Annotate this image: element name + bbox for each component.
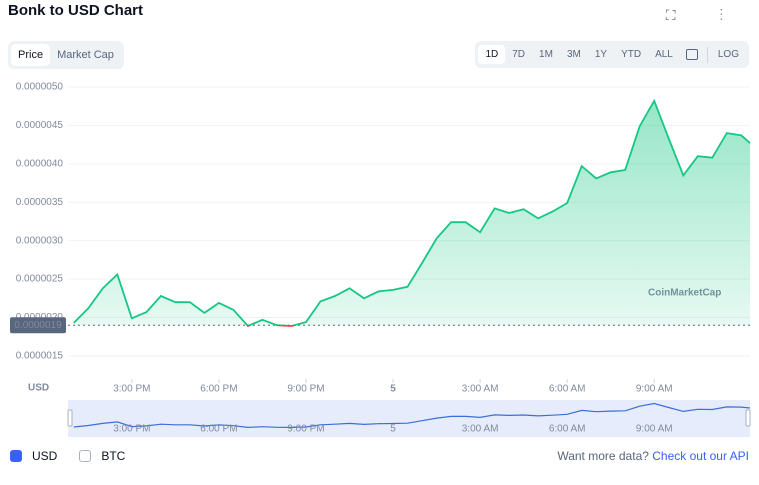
- reference-label-box: [10, 317, 66, 334]
- y-tick-label: 0.0000040: [16, 158, 64, 169]
- toolbar-icons[interactable]: ⛶ ⋮: [665, 7, 743, 23]
- navigator-tick-label: 3:00 PM: [113, 424, 150, 435]
- range-button[interactable]: YTD: [621, 49, 642, 60]
- footer: Want more data? Check out our API: [557, 449, 749, 463]
- api-link[interactable]: Check out our API: [652, 449, 749, 463]
- price-line: [73, 98, 751, 326]
- x-tick-label: 3:00 AM: [462, 384, 499, 395]
- range-buttons: 1D 7D 1M 3M 1Y YTD ALL LOG: [475, 41, 749, 68]
- y-tick-label: 0.0000015: [16, 351, 64, 362]
- range-button[interactable]: 1Y: [594, 49, 608, 60]
- price-area: [73, 100, 750, 326]
- range-button[interactable]: 1D: [478, 45, 506, 64]
- x-tick-label: 6:00 AM: [549, 384, 586, 395]
- navigator-handle: [745, 409, 751, 427]
- range-button[interactable]: 7D: [512, 49, 526, 60]
- y-tick-label: 0.0000025: [16, 274, 64, 285]
- checkbox[interactable]: [10, 450, 22, 462]
- currency-checkboxes: USD BTC: [10, 449, 147, 463]
- separator: [706, 46, 708, 63]
- range-button[interactable]: 1M: [539, 49, 553, 60]
- reference-label: 0.0000019: [14, 320, 62, 331]
- y-tick-label: 0.0000050: [16, 82, 64, 93]
- x-tick-label: 9:00 PM: [287, 384, 324, 395]
- metric-tab[interactable]: Price: [11, 44, 51, 66]
- navigator-tick-label: 5: [390, 424, 396, 435]
- x-tick-label: 5: [390, 384, 396, 395]
- navigator-tick-label: 9:00 AM: [636, 424, 673, 435]
- navigator-handle: [67, 409, 73, 427]
- log-button[interactable]: LOG: [717, 49, 739, 60]
- metric-tabs: Price Market Cap: [8, 41, 124, 69]
- metric-tab[interactable]: Market Cap: [57, 49, 114, 61]
- navigator-line: [73, 402, 751, 429]
- navigator-tick-label: 3:00 AM: [462, 424, 499, 435]
- x-tick-label: 6:00 PM: [200, 384, 237, 395]
- calendar-button[interactable]: [685, 49, 698, 60]
- range-button[interactable]: 3M: [566, 49, 581, 60]
- y-tick-label: 0.0000030: [16, 235, 64, 246]
- checkbox-label: USD: [32, 449, 58, 463]
- x-tick-label: 3:00 PM: [113, 384, 150, 395]
- navigator-tick-label: 9:00 PM: [287, 424, 324, 435]
- navigator-tick-label: 6:00 AM: [549, 424, 586, 435]
- y-tick-label: 0.0000045: [16, 120, 64, 131]
- x-tick-label: 9:00 AM: [636, 384, 673, 395]
- range-button[interactable]: ALL: [655, 49, 673, 60]
- y-tick-label: 0.0000035: [16, 197, 64, 208]
- y-axis-label: USD: [28, 383, 49, 394]
- chart-title: Bonk to USD Chart: [8, 2, 143, 19]
- checkbox[interactable]: [79, 450, 92, 462]
- footer-prompt: Want more data?: [557, 449, 649, 463]
- checkbox-label: BTC: [101, 449, 126, 463]
- navigator-tick-label: 6:00 PM: [200, 424, 237, 435]
- navigator-bg: [68, 400, 750, 437]
